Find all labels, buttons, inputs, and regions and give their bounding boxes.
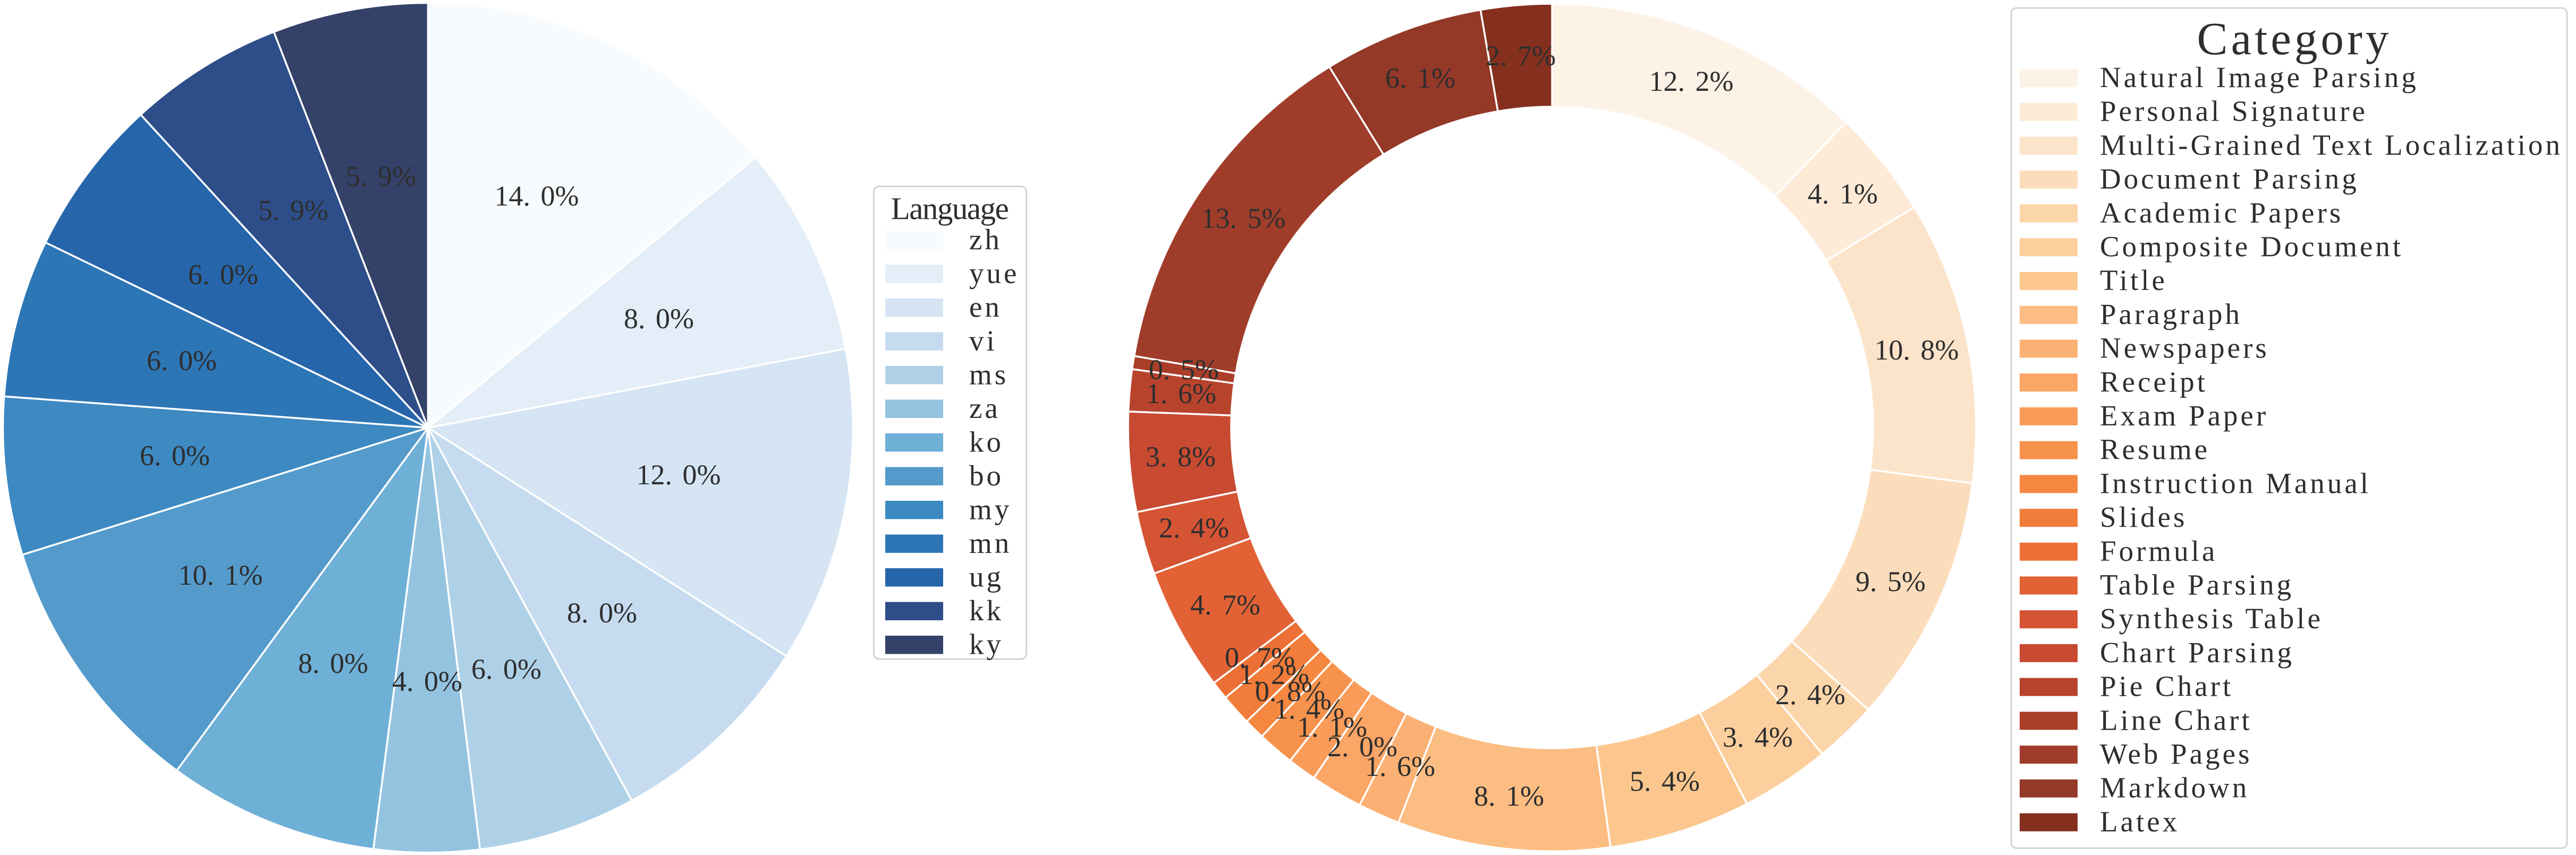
svg-text:2. 4%: 2. 4%	[1159, 512, 1229, 544]
svg-text:Pie Chart: Pie Chart	[2100, 670, 2233, 703]
svg-text:3. 8%: 3. 8%	[1146, 441, 1216, 473]
svg-text:Receipt: Receipt	[2100, 365, 2208, 398]
svg-text:1. 2%: 1. 2%	[1239, 659, 1309, 690]
svg-text:8. 1%: 8. 1%	[1474, 780, 1544, 812]
svg-text:6. 0%: 6. 0%	[147, 345, 217, 377]
svg-text:8. 0%: 8. 0%	[624, 303, 694, 335]
svg-text:0. 5%: 0. 5%	[1149, 354, 1219, 386]
svg-text:0. 8%: 0. 8%	[1255, 676, 1325, 707]
svg-text:en: en	[969, 291, 1002, 323]
svg-text:0. 7%: 0. 7%	[1225, 642, 1295, 673]
svg-text:ug: ug	[969, 561, 1004, 593]
svg-text:5. 9%: 5. 9%	[346, 160, 416, 192]
svg-text:3. 4%: 3. 4%	[1723, 721, 1793, 753]
svg-text:1. 1%: 1. 1%	[1297, 711, 1367, 743]
svg-text:zh: zh	[969, 224, 1002, 256]
svg-text:6. 0%: 6. 0%	[471, 653, 541, 685]
svg-text:5. 4%: 5. 4%	[1630, 765, 1700, 797]
svg-text:10. 1%: 10. 1%	[179, 559, 263, 591]
svg-text:Exam Paper: Exam Paper	[2100, 399, 2268, 432]
svg-text:1. 6%: 1. 6%	[1365, 750, 1435, 782]
svg-text:ms: ms	[969, 358, 1009, 391]
svg-text:1. 4%: 1. 4%	[1274, 693, 1344, 725]
svg-text:Document Parsing: Document Parsing	[2100, 163, 2359, 195]
svg-text:mn: mn	[969, 527, 1012, 559]
svg-text:Resume: Resume	[2100, 433, 2210, 466]
svg-text:2. 0%: 2. 0%	[1327, 731, 1397, 763]
svg-text:2. 7%: 2. 7%	[1486, 40, 1556, 72]
svg-text:8. 0%: 8. 0%	[298, 647, 368, 679]
svg-text:kk: kk	[969, 594, 1004, 627]
svg-text:Synthesis Table: Synthesis Table	[2100, 602, 2323, 635]
svg-text:12. 2%: 12. 2%	[1649, 65, 1734, 97]
svg-text:Title: Title	[2100, 264, 2167, 296]
svg-text:Web Pages: Web Pages	[2100, 738, 2252, 770]
svg-text:4. 0%: 4. 0%	[392, 665, 462, 697]
svg-text:Formula: Formula	[2100, 535, 2217, 567]
svg-text:Category: Category	[2197, 13, 2392, 64]
svg-text:6. 0%: 6. 0%	[188, 259, 258, 290]
svg-text:Multi-Grained Text Localizatio: Multi-Grained Text Localization	[2100, 129, 2563, 161]
svg-text:13. 5%: 13. 5%	[1201, 202, 1286, 234]
svg-text:1. 6%: 1. 6%	[1146, 378, 1216, 409]
svg-text:Slides: Slides	[2100, 501, 2187, 533]
svg-text:Chart Parsing: Chart Parsing	[2100, 636, 2294, 669]
svg-text:4. 7%: 4. 7%	[1190, 589, 1260, 621]
svg-text:my: my	[969, 493, 1012, 526]
svg-text:5. 9%: 5. 9%	[258, 194, 328, 226]
svg-text:vi: vi	[969, 324, 997, 357]
svg-text:14. 0%: 14. 0%	[495, 180, 579, 212]
svg-text:Paragraph: Paragraph	[2100, 298, 2242, 330]
svg-text:Newspapers: Newspapers	[2100, 332, 2269, 364]
svg-text:ko: ko	[969, 426, 1004, 458]
svg-text:Natural Image Parsing: Natural Image Parsing	[2100, 61, 2419, 93]
svg-text:8. 0%: 8. 0%	[567, 597, 637, 629]
svg-text:Table Parsing: Table Parsing	[2100, 569, 2294, 601]
svg-text:ky: ky	[969, 628, 1004, 661]
svg-text:Instruction Manual: Instruction Manual	[2100, 467, 2371, 499]
svg-text:Line Chart: Line Chart	[2100, 704, 2252, 736]
svg-text:Markdown: Markdown	[2100, 772, 2249, 804]
svg-text:Personal Signature: Personal Signature	[2100, 95, 2368, 127]
svg-text:Composite Document: Composite Document	[2100, 230, 2403, 263]
svg-text:10. 8%: 10. 8%	[1875, 334, 1959, 366]
svg-text:bo: bo	[969, 459, 1004, 492]
svg-text:yue: yue	[969, 257, 1019, 289]
svg-text:9. 5%: 9. 5%	[1855, 566, 1926, 597]
svg-text:6. 0%: 6. 0%	[140, 440, 210, 472]
svg-text:Language: Language	[891, 191, 1009, 226]
svg-text:12. 0%: 12. 0%	[637, 459, 721, 491]
svg-text:Academic Papers: Academic Papers	[2100, 196, 2343, 229]
svg-text:2. 4%: 2. 4%	[1775, 679, 1845, 711]
svg-text:4. 1%: 4. 1%	[1808, 178, 1878, 210]
svg-text:Latex: Latex	[2100, 805, 2180, 837]
svg-text:za: za	[969, 392, 1001, 424]
svg-text:6. 1%: 6. 1%	[1385, 62, 1455, 94]
